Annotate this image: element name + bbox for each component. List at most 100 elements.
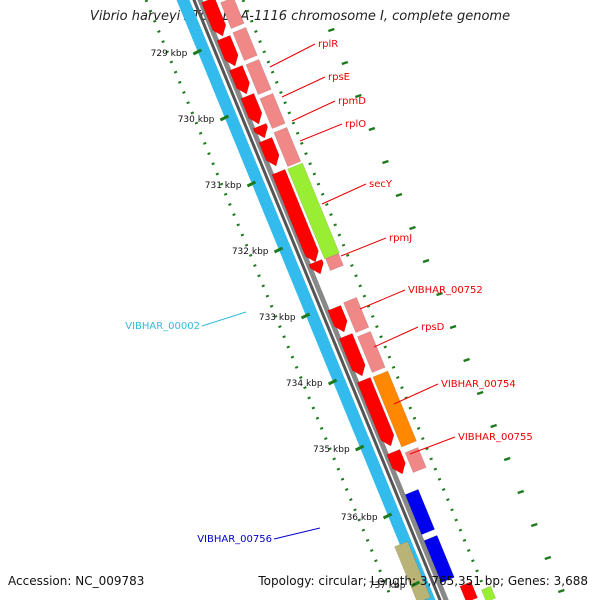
track-group bbox=[144, 0, 491, 600]
label-group: rplR rpsE rpmD rplO secY rpmJ VIBHAR_00752 rpsD… bbox=[125, 39, 533, 545]
gene-label-VIBHAR_00752: VIBHAR_00752 bbox=[408, 285, 483, 296]
rna-feature-block bbox=[245, 58, 272, 96]
gene-arrow-VIBHAR-00752 bbox=[327, 304, 348, 333]
gene-label-VIBHAR_00754: VIBHAR_00754 bbox=[441, 379, 516, 390]
minor-tick-mark bbox=[544, 555, 552, 561]
backbone-line-outer bbox=[192, 0, 442, 600]
minor-tick-mark bbox=[422, 258, 430, 264]
minor-tick-mark bbox=[517, 489, 525, 495]
gene-arrow-rplO-a bbox=[252, 122, 268, 139]
gene-label-VIBHAR_00002: VIBHAR_00002 bbox=[125, 321, 200, 332]
gene-label-rplR: rplR bbox=[318, 39, 338, 50]
leader-line-rplO bbox=[299, 123, 343, 142]
gene-label-rplO: rplO bbox=[345, 119, 366, 130]
gene-block-khaki bbox=[394, 540, 431, 600]
leader-line-rpmD bbox=[291, 100, 336, 122]
leader-line-rpsE bbox=[281, 76, 326, 98]
gene-arrow-rpmJ bbox=[308, 258, 324, 275]
minor-tick-mark bbox=[530, 522, 538, 528]
tick-mark bbox=[410, 580, 421, 588]
rna-feature-block bbox=[232, 26, 258, 62]
tick-label-733-kbp: 733 kbp bbox=[259, 313, 296, 323]
tick-label-731-kbp: 731 kbp bbox=[205, 181, 242, 191]
gene-arrow-rplR bbox=[216, 34, 239, 67]
gene-label-VIBHAR_00755: VIBHAR_00755 bbox=[458, 432, 533, 443]
rna-feature-block bbox=[404, 446, 427, 474]
minor-tick-mark bbox=[382, 159, 389, 165]
gene-label-secY: secY bbox=[369, 179, 393, 190]
gene-arrow-VIBHAR-00754-red bbox=[356, 376, 395, 447]
rna-feature-block bbox=[343, 296, 370, 334]
accession-text: Accession: NC_009783 bbox=[8, 574, 145, 588]
minor-tick-mark bbox=[354, 93, 362, 99]
tick-group: 729 kbp 730 kbp 731 kbp 732 kbp 733 kbp 734 k… bbox=[151, 27, 565, 594]
tick-label-734-kbp: 734 kbp bbox=[286, 379, 323, 389]
tick-mark bbox=[327, 378, 338, 386]
gene-label-rpmJ: rpmJ bbox=[389, 233, 412, 244]
gene-arrow-rpsD bbox=[338, 332, 366, 377]
tick-mark bbox=[273, 246, 284, 254]
gene-block-bottom-red bbox=[459, 581, 478, 600]
leader-line-rpmJ bbox=[340, 237, 387, 257]
rna-feature-block bbox=[273, 126, 302, 168]
tick-label-729-kbp: 729 kbp bbox=[151, 49, 188, 59]
gene-arrow-rplR-a bbox=[201, 0, 227, 37]
minor-tick-mark bbox=[409, 225, 416, 231]
tick-label-737-kbp: 737 kbp bbox=[369, 581, 406, 591]
feature-group bbox=[201, 0, 497, 600]
gene-block-secY bbox=[287, 162, 340, 260]
minor-tick-mark bbox=[490, 423, 498, 429]
leader-line-VIBHAR_00754 bbox=[393, 383, 439, 405]
tick-mark bbox=[246, 180, 257, 188]
minor-tick-mark bbox=[503, 456, 511, 462]
gene-arrow-VIBHAR-00755 bbox=[386, 448, 406, 475]
minor-tick-mark bbox=[476, 390, 484, 396]
backbone-line bbox=[197, 0, 449, 600]
gene-block-VIBHAR-00756-b bbox=[423, 534, 455, 584]
leader-line-rpsD bbox=[373, 326, 419, 348]
minor-tick-mark bbox=[327, 27, 335, 33]
gene-arrow-rplO bbox=[258, 136, 280, 167]
gc-skew-track bbox=[144, 0, 394, 600]
rna-feature-block bbox=[325, 252, 344, 272]
minor-tick-mark bbox=[449, 324, 457, 330]
leader-line-VIBHAR_00756 bbox=[273, 527, 321, 540]
minor-tick-mark bbox=[341, 60, 349, 66]
gene-label-rpmD: rpmD bbox=[338, 96, 366, 107]
leader-line-VIBHAR_00755 bbox=[409, 436, 456, 455]
minor-tick-mark bbox=[368, 126, 376, 132]
gene-arrow-rpsE bbox=[229, 64, 250, 95]
gene-label-VIBHAR_00756: VIBHAR_00756 bbox=[197, 534, 272, 545]
minor-tick-mark bbox=[436, 291, 443, 297]
gene-label-rpsE: rpsE bbox=[328, 72, 350, 83]
gene-block-bottom-green bbox=[481, 585, 497, 600]
rna-feature-block bbox=[259, 92, 286, 130]
leader-line-rplR bbox=[269, 43, 316, 68]
minor-tick-mark bbox=[557, 588, 565, 594]
tick-label-736-kbp: 736 kbp bbox=[341, 513, 378, 523]
gene-arrow-secY-region bbox=[271, 168, 319, 263]
genome-stats-text: Topology: circular; Length: 3,765,351 bp… bbox=[258, 574, 588, 588]
rna-feature-block bbox=[357, 330, 386, 374]
tick-label-732-kbp: 732 kbp bbox=[232, 247, 269, 257]
tick-label-730-kbp: 730 kbp bbox=[178, 115, 215, 125]
gene-arrow-rpmD bbox=[240, 92, 263, 125]
gene-block-VIBHAR-00754 bbox=[372, 370, 417, 448]
minor-tick-mark bbox=[463, 357, 470, 363]
leader-line-VIBHAR_00752 bbox=[359, 289, 406, 310]
tick-mark bbox=[219, 114, 230, 122]
gene-label-rpsD: rpsD bbox=[421, 322, 445, 333]
tick-mark bbox=[192, 48, 202, 56]
tick-mark bbox=[382, 512, 393, 520]
tick-mark bbox=[300, 312, 311, 320]
outer-dotted-track bbox=[241, 0, 491, 600]
minor-tick-mark bbox=[395, 192, 403, 198]
tick-label-735-kbp: 735 kbp bbox=[313, 445, 350, 455]
leader-line-VIBHAR_00002 bbox=[201, 311, 247, 327]
gene-block-VIBHAR-00756 bbox=[404, 488, 435, 536]
leader-line-secY bbox=[321, 183, 367, 205]
rna-feature-block bbox=[220, 0, 245, 30]
reverse-strand-band bbox=[176, 0, 436, 600]
tick-mark bbox=[355, 444, 365, 452]
